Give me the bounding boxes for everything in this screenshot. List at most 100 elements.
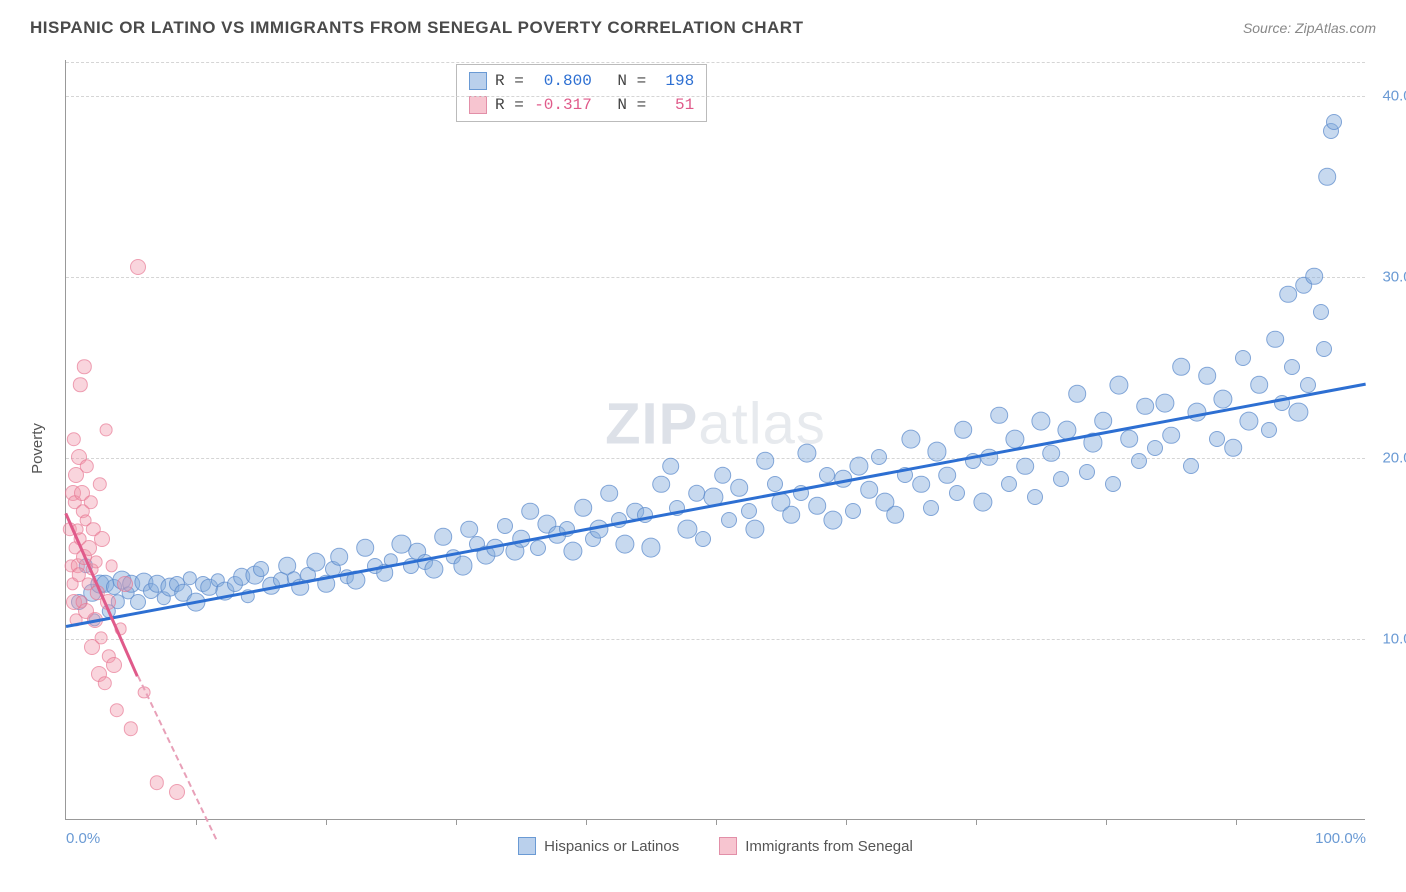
data-point xyxy=(767,476,783,492)
data-point xyxy=(845,503,861,519)
x-tick xyxy=(1236,819,1237,825)
data-point xyxy=(1173,358,1191,376)
data-point xyxy=(1235,350,1251,366)
x-tick-label: 100.0% xyxy=(1315,830,1366,847)
data-point xyxy=(901,429,920,448)
legend-item-blue: Hispanics or Latinos xyxy=(518,837,679,855)
data-point xyxy=(109,703,123,717)
data-point xyxy=(105,559,118,572)
data-point xyxy=(1326,114,1342,130)
data-point xyxy=(95,632,108,645)
data-point xyxy=(923,500,939,516)
chart-container: Poverty ZIPatlas R = 0.800 N = 198 R = -… xyxy=(20,50,1390,880)
x-tick xyxy=(196,819,197,825)
data-point xyxy=(1162,427,1180,445)
data-point xyxy=(253,561,269,577)
data-point xyxy=(1305,267,1323,285)
data-point xyxy=(83,495,97,509)
data-point xyxy=(130,259,146,275)
data-point xyxy=(1261,422,1277,438)
data-point xyxy=(1266,331,1284,349)
source-attribution: Source: ZipAtlas.com xyxy=(1243,20,1376,36)
data-point xyxy=(721,512,737,528)
gridline xyxy=(66,458,1365,459)
legend-item-pink: Immigrants from Senegal xyxy=(719,837,913,855)
data-point xyxy=(169,784,185,800)
watermark: ZIPatlas xyxy=(605,391,826,458)
data-point xyxy=(1017,457,1035,475)
x-tick xyxy=(456,819,457,825)
data-point xyxy=(1225,439,1243,457)
legend-swatch-pink xyxy=(719,837,737,855)
data-point xyxy=(688,485,706,503)
data-point xyxy=(1284,359,1300,375)
data-point xyxy=(589,520,608,539)
r-value-blue: 0.800 xyxy=(532,69,592,93)
data-point xyxy=(1213,390,1232,409)
data-point xyxy=(1043,445,1061,463)
data-point xyxy=(871,449,887,465)
gridline xyxy=(66,277,1365,278)
gridline xyxy=(66,62,1365,63)
data-point xyxy=(434,528,452,546)
data-point xyxy=(678,520,697,539)
data-point xyxy=(913,475,931,493)
x-tick xyxy=(976,819,977,825)
x-tick-label: 0.0% xyxy=(66,830,100,847)
data-point xyxy=(150,776,164,790)
y-tick-label: 20.0% xyxy=(1382,450,1406,467)
data-point xyxy=(757,452,775,470)
legend-label-pink: Immigrants from Senegal xyxy=(745,838,913,855)
n-label: N = xyxy=(617,69,646,93)
data-point xyxy=(124,721,138,735)
data-point xyxy=(330,548,348,566)
x-tick xyxy=(716,819,717,825)
data-point xyxy=(563,542,582,561)
data-point xyxy=(306,552,325,571)
x-tick xyxy=(326,819,327,825)
data-point xyxy=(662,457,680,475)
data-point xyxy=(77,359,91,373)
data-point xyxy=(1031,411,1050,430)
data-point xyxy=(861,481,879,499)
data-point xyxy=(575,499,593,517)
data-point xyxy=(741,503,757,519)
data-point xyxy=(1313,304,1329,320)
data-point xyxy=(973,493,992,512)
x-tick xyxy=(586,819,587,825)
chart-title: HISPANIC OR LATINO VS IMMIGRANTS FROM SE… xyxy=(30,18,803,38)
data-point xyxy=(1001,476,1017,492)
data-point xyxy=(615,534,634,553)
data-point xyxy=(1105,476,1121,492)
data-point xyxy=(130,594,146,610)
data-point xyxy=(991,407,1009,425)
data-point xyxy=(1121,430,1139,448)
data-point xyxy=(745,520,764,539)
data-point xyxy=(1251,376,1269,394)
data-point xyxy=(1318,168,1336,186)
data-point xyxy=(1136,398,1154,416)
data-point xyxy=(1109,375,1128,394)
data-point xyxy=(356,539,374,557)
data-point xyxy=(521,503,539,521)
data-point xyxy=(1239,411,1258,430)
data-point xyxy=(939,466,957,484)
data-point xyxy=(1069,385,1087,403)
y-tick-label: 10.0% xyxy=(1382,631,1406,648)
n-value-blue: 198 xyxy=(654,69,694,93)
data-point xyxy=(949,485,965,501)
data-point xyxy=(1183,458,1199,474)
data-point xyxy=(106,657,122,673)
data-point xyxy=(530,540,546,556)
y-axis-label: Poverty xyxy=(29,423,46,474)
data-point xyxy=(819,467,835,483)
data-point xyxy=(1095,412,1113,430)
plot-area: ZIPatlas R = 0.800 N = 198 R = -0.317 N … xyxy=(65,60,1365,820)
r-label: R = xyxy=(495,69,524,93)
x-tick xyxy=(846,819,847,825)
data-point xyxy=(1053,471,1069,487)
data-point xyxy=(641,538,660,557)
data-point xyxy=(98,676,112,690)
data-point xyxy=(100,424,113,437)
legend-swatch-pink xyxy=(469,96,487,114)
